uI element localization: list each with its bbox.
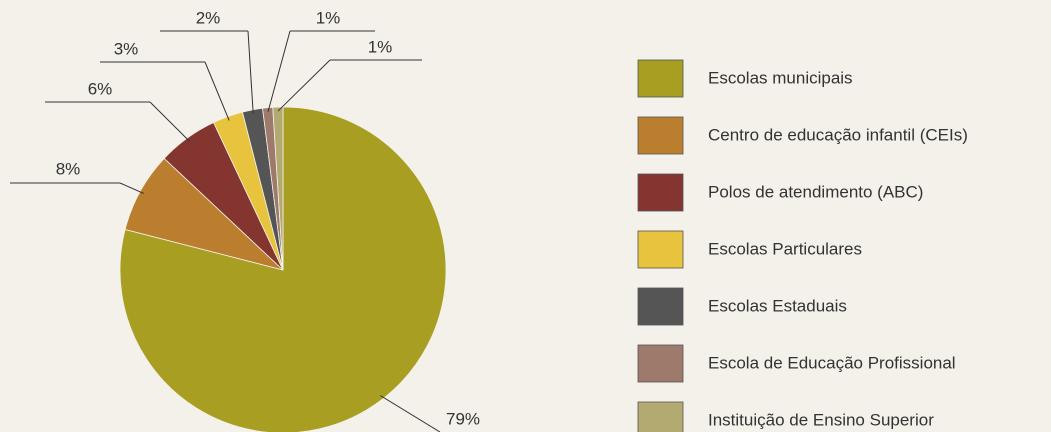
leader-line — [247, 30, 254, 114]
data-label: 1% — [368, 37, 393, 56]
data-label: 2% — [196, 8, 221, 27]
data-label: 8% — [56, 159, 81, 178]
leader-line — [119, 182, 144, 194]
legend-label: Polos de atendimento (ABC) — [708, 182, 923, 201]
leader-line — [267, 30, 291, 112]
leader-line — [277, 59, 331, 112]
pie-slice — [272, 106, 284, 271]
legend-label: Escolas Particulares — [708, 239, 862, 258]
leader-line — [149, 101, 190, 142]
legend-label: Centro de educação infantil (CEIs) — [708, 125, 968, 144]
data-label: 3% — [114, 39, 139, 58]
legend-swatch — [637, 173, 684, 212]
legend-swatch — [637, 344, 684, 383]
leader-line — [204, 61, 230, 121]
legend-label: Instituição de Ensino Superior — [708, 410, 934, 429]
data-label: 1% — [316, 8, 341, 27]
legend-swatch — [637, 116, 684, 155]
legend-swatch — [637, 287, 684, 326]
data-label: 79% — [446, 409, 480, 428]
legend-swatch — [637, 59, 684, 98]
legend-label: Escolas Estaduais — [708, 296, 847, 315]
legend-label: Escola de Educação Profissional — [708, 353, 956, 372]
leader-line — [380, 395, 441, 432]
data-label: 6% — [88, 79, 113, 98]
pie-slice — [119, 106, 447, 432]
legend-swatch — [637, 230, 684, 269]
legend-swatch — [637, 401, 684, 432]
legend-label: Escolas municipais — [708, 68, 853, 87]
